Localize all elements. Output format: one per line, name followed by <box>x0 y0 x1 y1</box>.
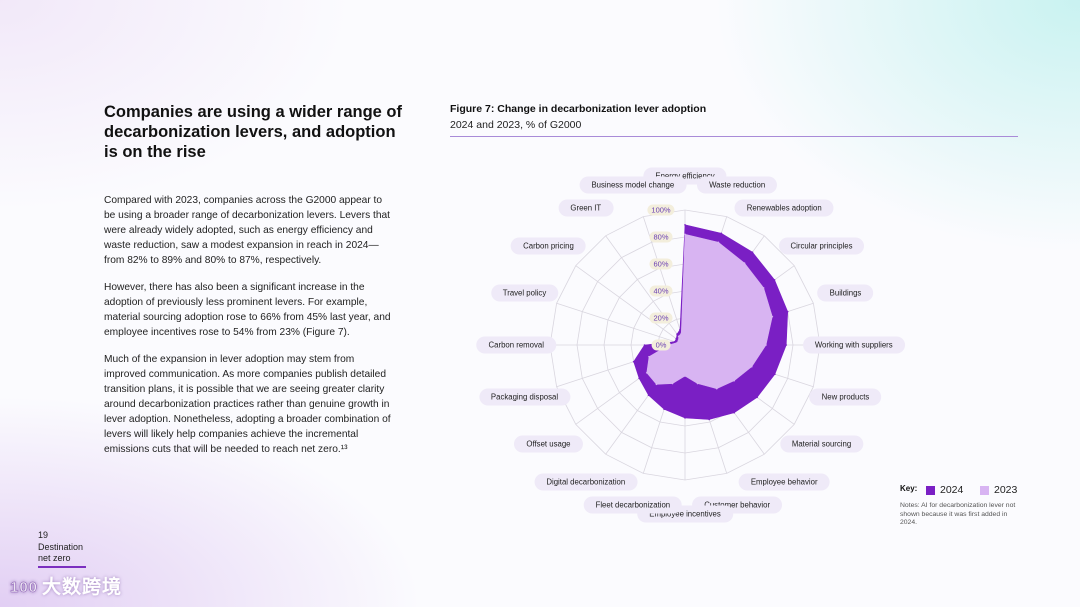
data-point-2024-15 <box>643 344 646 346</box>
category-label: Buildings <box>817 284 874 302</box>
radial-tick-label: 60% <box>649 258 673 270</box>
data-point-2024-13 <box>638 377 640 380</box>
grid-spoke <box>575 265 686 346</box>
figure-subtitle: 2024 and 2023, % of G2000 <box>450 119 582 131</box>
data-point-2024-12 <box>647 394 650 397</box>
data-point-2024-17 <box>675 337 678 340</box>
data-point-2023-12 <box>655 383 658 386</box>
data-point-2023-16 <box>676 341 679 344</box>
category-label: Digital decarbonization <box>534 473 638 491</box>
data-point-2023-18 <box>677 335 680 338</box>
data-point-2024-19 <box>679 328 681 331</box>
data-point-2024-1 <box>720 232 723 235</box>
radar-chart-svg <box>549 209 821 481</box>
data-point-2024-5 <box>785 344 788 346</box>
figure-title: Figure 7: Change in decarbonization leve… <box>450 103 707 115</box>
watermark-logo-icon: 100 <box>10 578 38 596</box>
data-point-2023-9 <box>696 382 699 385</box>
data-point-2024-11 <box>663 408 665 410</box>
grid-spoke <box>556 302 686 346</box>
data-point-2024-3 <box>773 279 776 281</box>
legend-item-2024: 2024 <box>926 484 963 496</box>
data-point-2023-5 <box>765 344 767 346</box>
data-point-2023-2 <box>743 262 746 264</box>
data-point-2023-1 <box>717 241 720 244</box>
data-point-2024-6 <box>774 373 776 376</box>
radar-chart <box>430 160 950 545</box>
radial-tick-label: 0% <box>651 339 671 351</box>
data-point-2024-0 <box>684 224 686 226</box>
page-number: 19 <box>38 530 49 540</box>
watermark-logo-text: 100 <box>10 579 38 596</box>
watermark-text: 大数跨境 <box>42 577 123 598</box>
data-point-2023-3 <box>762 287 765 289</box>
category-label: Renewables adoption <box>734 199 834 217</box>
chart-notes: Notes: AI for decarbonization lever not … <box>900 502 1016 526</box>
data-point-2024-14 <box>632 360 635 363</box>
category-label: Circular principles <box>778 237 865 255</box>
data-point-2024-9 <box>708 418 710 421</box>
legend-label-2023: 2023 <box>994 484 1018 496</box>
radial-tick-label: 20% <box>649 312 673 324</box>
radial-tick-label: 80% <box>649 231 673 243</box>
category-label: Travel policy <box>490 284 559 302</box>
category-label: Carbon removal <box>476 336 556 354</box>
body-text: Compared with 2023, companies across the… <box>104 193 396 469</box>
paragraph-2: However, there has also been a significa… <box>104 282 391 338</box>
watermark: 100 大数跨境 <box>8 572 122 599</box>
data-point-2024-4 <box>786 310 789 313</box>
data-point-2024-8 <box>733 411 735 414</box>
category-label: Business model change <box>579 176 687 193</box>
data-point-2023-6 <box>750 365 753 368</box>
data-point-2024-18 <box>676 333 678 335</box>
category-label: Working with suppliers <box>802 336 905 354</box>
data-point-2024-7 <box>756 396 758 399</box>
data-point-2023-7 <box>733 379 735 382</box>
data-point-2023-14 <box>648 355 650 358</box>
data-point-2023-19 <box>680 332 683 335</box>
category-label: New products <box>809 388 882 406</box>
footer-accent-bar <box>38 566 86 568</box>
data-point-2023-8 <box>715 387 718 390</box>
legend-item-2023: 2023 <box>980 484 1017 496</box>
radial-tick-label: 100% <box>647 204 675 216</box>
data-point-2023-10 <box>684 375 686 377</box>
data-point-2023-0 <box>684 233 686 236</box>
category-label: Material sourcing <box>779 435 864 453</box>
radial-tick-label: 40% <box>649 285 673 297</box>
data-point-2024-10 <box>684 417 686 419</box>
paragraph-1: Compared with 2023, companies across the… <box>104 195 390 266</box>
category-label: Packaging disposal <box>478 388 571 406</box>
category-label: Carbon pricing <box>511 237 586 255</box>
grid-spoke <box>605 235 686 346</box>
category-label: Employee behavior <box>738 473 830 491</box>
figure-divider <box>450 136 1018 137</box>
paragraph-3: Much of the expansion in lever adoption … <box>104 354 391 455</box>
category-label: Waste reduction <box>697 176 778 193</box>
data-point-2023-13 <box>645 371 648 374</box>
data-point-2023-11 <box>671 382 674 385</box>
legend-label-2024: 2024 <box>940 484 964 496</box>
data-point-2024-2 <box>751 251 754 253</box>
category-label: Fleet decarbonization <box>583 496 683 514</box>
data-point-2024-16 <box>673 340 676 343</box>
data-point-2023-17 <box>677 339 680 342</box>
legend-key-label: Key: <box>900 484 918 493</box>
section-headline: Companies are using a wider range of dec… <box>104 103 402 161</box>
legend-swatch-2023 <box>980 485 989 495</box>
category-label: Offset usage <box>514 435 583 453</box>
category-label: Green IT <box>558 199 614 217</box>
page-section-title: Destination net zero <box>38 542 84 563</box>
legend-swatch-2024 <box>926 485 935 495</box>
data-point-2023-4 <box>771 315 774 318</box>
